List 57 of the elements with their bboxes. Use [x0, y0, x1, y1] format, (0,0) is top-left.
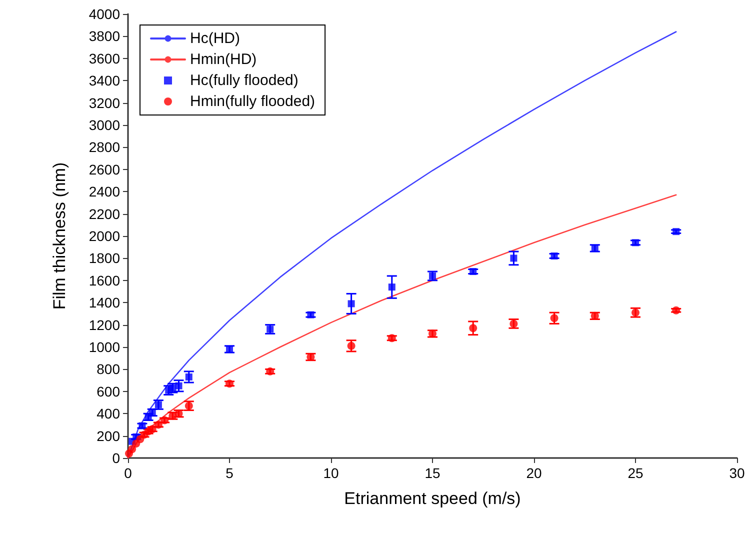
y-tick-label: 1200	[88, 316, 120, 333]
point	[591, 244, 598, 252]
legend-label: Hc(HD)	[190, 30, 240, 47]
x-tick-label: 15	[424, 465, 440, 481]
point	[550, 314, 558, 322]
y-axis-title: Film thickness (nm)	[50, 162, 69, 310]
point	[388, 334, 396, 342]
point	[470, 268, 477, 276]
y-tick-label: 800	[96, 361, 120, 378]
y-tick-label: 3200	[88, 94, 120, 111]
point	[347, 342, 356, 350]
y-tick-label: 1600	[88, 272, 120, 288]
point	[672, 228, 680, 236]
point	[348, 300, 355, 308]
y-tick-label: 2800	[88, 139, 120, 156]
y-tick-label: 200	[96, 428, 120, 444]
x-tick-label: 10	[323, 465, 339, 481]
point	[510, 254, 518, 262]
point	[138, 422, 146, 430]
point	[128, 445, 136, 454]
y-tick-label: 400	[96, 406, 120, 422]
point	[469, 324, 478, 332]
point	[428, 330, 436, 338]
x-tick-label: 25	[628, 465, 644, 481]
y-tick-label: 2400	[88, 184, 120, 200]
point	[429, 272, 436, 280]
x-axis-title: Etrianment speed (m/s)	[344, 489, 521, 508]
legend-label: Hmin(fully flooded)	[190, 93, 316, 110]
point	[388, 284, 396, 291]
y-tick-label: 3400	[88, 72, 120, 89]
y-tick-label: 3600	[88, 50, 120, 66]
y-tick-label: 2200	[88, 206, 120, 222]
x-tick-label: 30	[729, 465, 745, 481]
y-tick-label: 3000	[88, 117, 120, 133]
point	[226, 380, 234, 388]
y-tick-label: 3800	[88, 28, 120, 44]
x-tick-label: 20	[526, 465, 542, 481]
point	[226, 346, 233, 353]
y-tick-label: 1000	[88, 339, 120, 355]
y-tick-label: 1400	[88, 294, 120, 311]
y-tick-label: 0	[112, 450, 120, 466]
point	[266, 367, 274, 376]
y-tick-label: 600	[96, 383, 120, 400]
y-tick-label: 4000	[88, 6, 120, 22]
point	[672, 306, 680, 314]
point	[185, 373, 192, 380]
y-tick-label: 2600	[88, 161, 120, 178]
legend-label: Hc(fully flooded)	[190, 72, 298, 89]
point	[632, 239, 639, 246]
point	[266, 326, 274, 333]
point	[307, 311, 314, 318]
y-tick-label: 1800	[88, 250, 120, 266]
point	[550, 252, 558, 260]
legend-label: Hmin(HD)	[190, 51, 257, 68]
x-tick-label: 0	[124, 465, 132, 481]
x-tick-label: 5	[226, 465, 234, 481]
y-tick-label: 2000	[88, 228, 120, 244]
